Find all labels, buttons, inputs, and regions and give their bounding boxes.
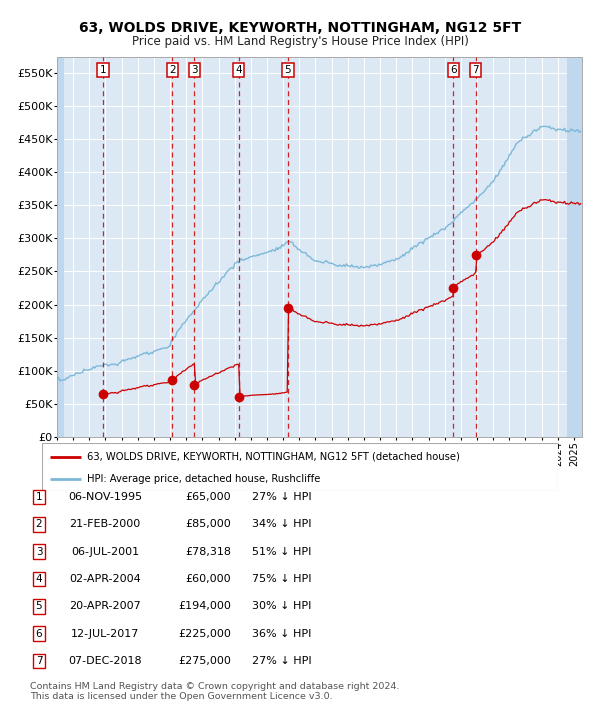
- Text: 4: 4: [35, 574, 43, 584]
- Text: 1: 1: [100, 65, 106, 75]
- Text: 6: 6: [35, 628, 43, 639]
- Text: £78,318: £78,318: [185, 547, 231, 557]
- Text: 27% ↓ HPI: 27% ↓ HPI: [252, 492, 311, 502]
- Text: 07-DEC-2018: 07-DEC-2018: [68, 656, 142, 666]
- Text: Price paid vs. HM Land Registry's House Price Index (HPI): Price paid vs. HM Land Registry's House …: [131, 36, 469, 48]
- Text: 1: 1: [35, 492, 43, 502]
- Bar: [57, 57, 64, 437]
- FancyBboxPatch shape: [42, 443, 558, 491]
- Text: £60,000: £60,000: [185, 574, 231, 584]
- Text: 2: 2: [35, 519, 43, 530]
- Text: 30% ↓ HPI: 30% ↓ HPI: [252, 601, 311, 611]
- Text: 06-JUL-2001: 06-JUL-2001: [71, 547, 139, 557]
- Text: 06-NOV-1995: 06-NOV-1995: [68, 492, 142, 502]
- Text: £65,000: £65,000: [185, 492, 231, 502]
- Text: £225,000: £225,000: [178, 628, 231, 639]
- Text: 4: 4: [235, 65, 242, 75]
- Text: 36% ↓ HPI: 36% ↓ HPI: [252, 628, 311, 639]
- Text: 27% ↓ HPI: 27% ↓ HPI: [252, 656, 311, 666]
- Text: 34% ↓ HPI: 34% ↓ HPI: [252, 519, 311, 530]
- Text: 6: 6: [450, 65, 457, 75]
- Text: 5: 5: [284, 65, 292, 75]
- Text: £85,000: £85,000: [185, 519, 231, 530]
- Text: 75% ↓ HPI: 75% ↓ HPI: [252, 574, 311, 584]
- Text: 3: 3: [35, 547, 43, 557]
- Bar: [567, 57, 582, 437]
- Text: Contains HM Land Registry data © Crown copyright and database right 2024.
This d: Contains HM Land Registry data © Crown c…: [30, 682, 400, 701]
- Text: 3: 3: [191, 65, 198, 75]
- Text: HPI: Average price, detached house, Rushcliffe: HPI: Average price, detached house, Rush…: [88, 474, 321, 484]
- Text: 5: 5: [35, 601, 43, 611]
- Text: 7: 7: [35, 656, 43, 666]
- Text: 02-APR-2004: 02-APR-2004: [69, 574, 141, 584]
- Text: 2: 2: [169, 65, 175, 75]
- Text: 12-JUL-2017: 12-JUL-2017: [71, 628, 139, 639]
- Text: £275,000: £275,000: [178, 656, 231, 666]
- Text: 51% ↓ HPI: 51% ↓ HPI: [252, 547, 311, 557]
- Text: 20-APR-2007: 20-APR-2007: [69, 601, 141, 611]
- Text: 21-FEB-2000: 21-FEB-2000: [70, 519, 140, 530]
- Text: 7: 7: [473, 65, 479, 75]
- Text: 63, WOLDS DRIVE, KEYWORTH, NOTTINGHAM, NG12 5FT (detached house): 63, WOLDS DRIVE, KEYWORTH, NOTTINGHAM, N…: [88, 452, 460, 462]
- Text: 63, WOLDS DRIVE, KEYWORTH, NOTTINGHAM, NG12 5FT: 63, WOLDS DRIVE, KEYWORTH, NOTTINGHAM, N…: [79, 21, 521, 36]
- Text: £194,000: £194,000: [178, 601, 231, 611]
